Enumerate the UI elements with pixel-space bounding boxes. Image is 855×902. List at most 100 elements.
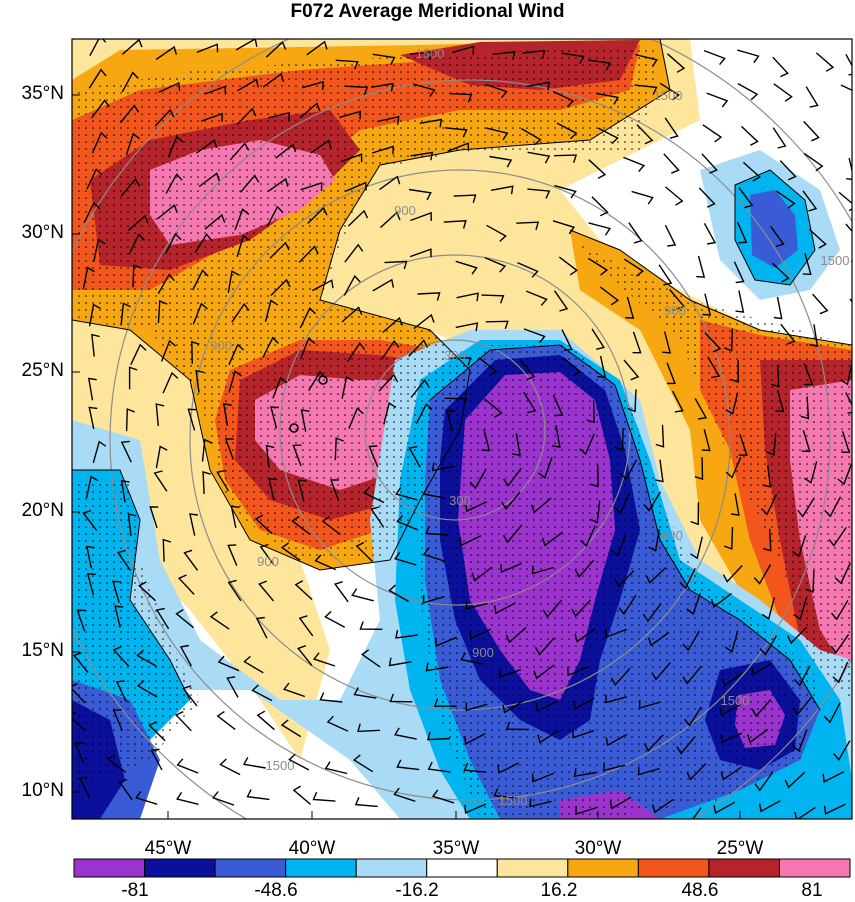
wind-barb (698, 187, 716, 208)
wind-barb (236, 107, 257, 126)
wind-barb (88, 303, 101, 327)
wind-barb (648, 631, 670, 647)
wind-barb (588, 222, 612, 236)
wind-barb (136, 649, 157, 667)
wind-barb (802, 253, 812, 276)
wind-barb (120, 302, 131, 326)
wind-barb (236, 234, 251, 258)
contour-label: 300 (444, 348, 466, 363)
wind-barb (255, 616, 268, 639)
wind-barb (351, 588, 374, 602)
colorbar-swatch (73, 858, 146, 878)
wind-barb (663, 153, 680, 174)
wind-barb (409, 248, 432, 258)
wind-barb (823, 702, 841, 724)
wind-barb (299, 307, 316, 329)
wind-barb (623, 156, 646, 173)
wind-barb (125, 408, 136, 432)
contour-label: 300 (449, 493, 471, 508)
colorbar-swatch (778, 858, 851, 878)
wind-barb (772, 56, 789, 78)
colorbar-swatch (214, 858, 287, 878)
wind-barb (417, 292, 441, 301)
wind-barb (834, 562, 851, 585)
wind-barb (738, 434, 748, 456)
wind-barb (792, 729, 808, 752)
wind-barb (702, 124, 723, 143)
wind-barb (683, 807, 702, 819)
wind-barb (192, 302, 208, 325)
wind-barb (444, 127, 468, 138)
wind-barb (719, 703, 742, 717)
wind-barb (227, 579, 242, 602)
wind-barb (505, 627, 527, 644)
wind-barb (803, 120, 820, 142)
wind-barb (631, 190, 654, 205)
wind-barb (587, 257, 609, 276)
wind-barb (463, 762, 487, 773)
wind-barb (552, 220, 576, 235)
wind-barb (758, 800, 781, 813)
wind-barb (298, 615, 314, 637)
wind-barb (754, 771, 774, 792)
wind-barb (227, 270, 240, 294)
wind-barb (270, 406, 280, 429)
wind-barb (502, 524, 523, 544)
wind-barb (307, 206, 328, 224)
wind-barb (800, 396, 810, 420)
center-marker (289, 423, 299, 433)
wind-barb (444, 397, 468, 407)
wind-barb (735, 290, 745, 313)
wind-barb (384, 260, 408, 270)
wind-barb (191, 340, 200, 364)
wind-barb (378, 373, 399, 392)
wind-barb (580, 525, 596, 548)
wind-barb (348, 407, 364, 429)
wind-barb (635, 53, 658, 67)
wind-barb (165, 173, 183, 194)
wind-barb (121, 39, 143, 55)
wind-barb (610, 667, 631, 686)
wind-barb (574, 559, 595, 578)
wind-barb (662, 331, 672, 354)
wind-barb (282, 682, 306, 698)
wind-barb (158, 81, 181, 93)
wind-barb (485, 127, 509, 141)
shaded-field (72, 39, 852, 819)
contour-label: 900 (394, 203, 416, 218)
wind-barb (703, 49, 726, 66)
wind-barb (845, 53, 852, 76)
wind-barb (803, 363, 814, 386)
wind-barb (347, 341, 366, 362)
wind-barb (554, 184, 577, 199)
wind-barb (301, 80, 324, 90)
wind-barb (196, 43, 219, 54)
wind-barb (623, 258, 645, 277)
wind-barb (792, 696, 812, 716)
wind-barb (485, 83, 508, 99)
wind-barb (759, 635, 778, 656)
stipple-overlay-center (420, 345, 820, 819)
wind-barb (690, 502, 700, 526)
wind-barb (823, 803, 846, 815)
wind-barb (267, 177, 289, 193)
wind-barb (574, 628, 596, 643)
colorbar-swatch (426, 858, 498, 878)
wind-barb (254, 514, 273, 535)
contour-label: 900 (664, 303, 686, 318)
wind-barb (85, 475, 99, 499)
wind-barb (422, 486, 446, 499)
contour-labels: 1500 1500 1500 900 900 900 900 900 300 300 900 1500… (210, 46, 849, 808)
wind-barb (298, 245, 319, 263)
wind-barb (702, 293, 712, 316)
wind-barb (86, 573, 96, 596)
wind-barb (300, 409, 310, 432)
wind-barb (92, 440, 107, 464)
wind-barb (408, 339, 429, 357)
colorbar-label: 48.6 (681, 880, 719, 901)
wind-barb (155, 445, 168, 469)
wind-barb (469, 628, 491, 640)
colorbar (73, 858, 851, 878)
wind-barb (455, 322, 479, 332)
wind-barb (294, 580, 313, 601)
